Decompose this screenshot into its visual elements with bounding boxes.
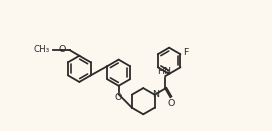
Text: HN: HN: [157, 67, 171, 76]
Text: F: F: [183, 48, 188, 57]
Text: O: O: [167, 99, 175, 108]
Text: O: O: [115, 94, 122, 102]
Text: O: O: [59, 45, 66, 54]
Text: CH₃: CH₃: [33, 45, 49, 54]
Text: N: N: [152, 90, 159, 99]
